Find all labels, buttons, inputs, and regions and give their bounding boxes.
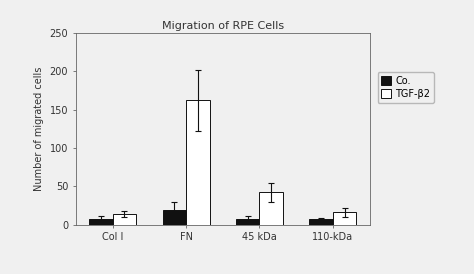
Bar (186, 100, 210, 225)
Title: Migration of RPE Cells: Migration of RPE Cells (162, 21, 284, 31)
Y-axis label: Number of migrated cells: Number of migrated cells (34, 67, 44, 191)
Bar (89, 219, 113, 225)
Bar (310, 219, 333, 225)
Bar (333, 212, 356, 225)
Bar (113, 214, 136, 225)
Bar (259, 192, 283, 225)
Bar (236, 219, 259, 225)
Legend: Co., TGF-β2: Co., TGF-β2 (377, 72, 434, 103)
Bar (163, 210, 186, 225)
